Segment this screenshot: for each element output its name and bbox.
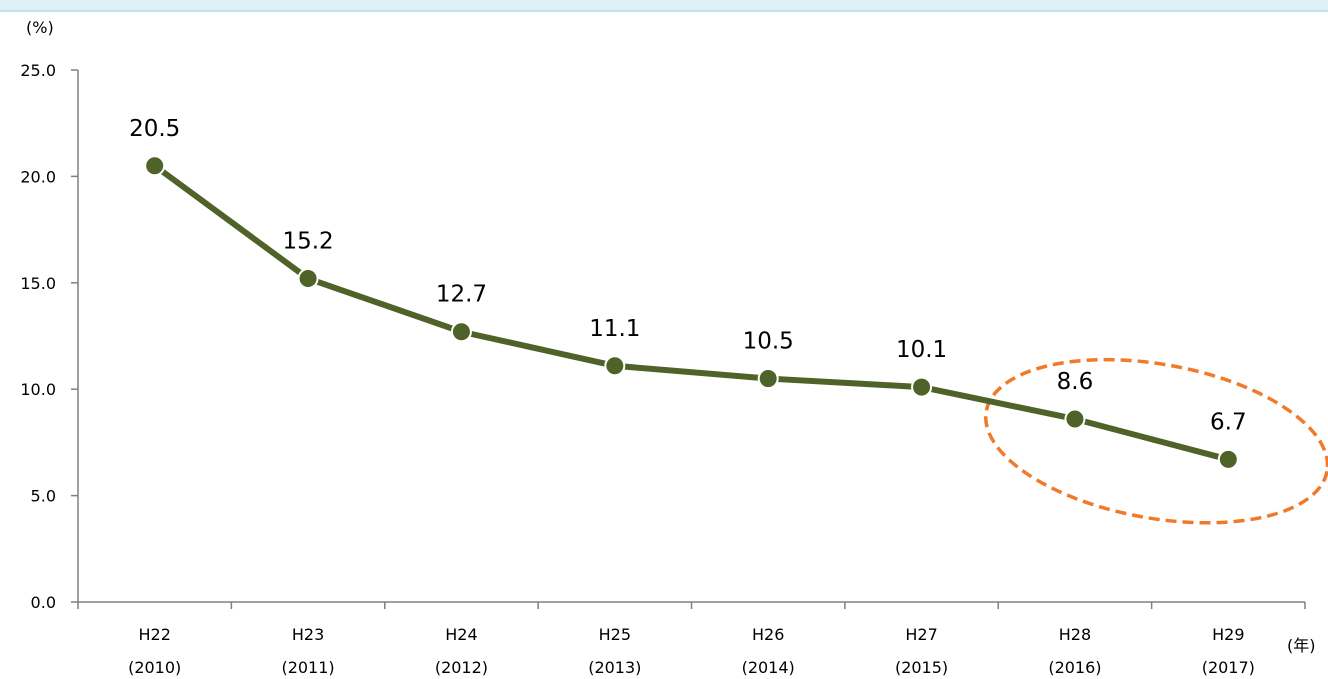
data-point — [450, 321, 472, 343]
data-label: 20.5 — [129, 116, 180, 142]
x-tick-label: H23 — [292, 625, 324, 644]
chart-axes — [77, 70, 1305, 603]
data-label: 10.5 — [743, 329, 794, 355]
x-tick-sublabel: (2016) — [1048, 658, 1101, 677]
y-tick-label: 20.0 — [20, 167, 56, 186]
x-tick-label: H24 — [445, 625, 477, 644]
y-tick-label: 5.0 — [31, 487, 56, 506]
y-axis-ticks: 0.0 5.0 10.0 15.0 20.0 25.0 — [20, 61, 78, 612]
x-tick-label: H27 — [905, 625, 937, 644]
series-group — [144, 155, 1239, 470]
data-point — [1217, 448, 1239, 470]
data-label: 10.1 — [896, 337, 947, 363]
y-axis-unit: (%) — [26, 18, 54, 37]
data-label: 11.1 — [589, 316, 640, 342]
header-banner-edge — [0, 10, 1328, 12]
y-tick-label: 10.0 — [20, 380, 56, 399]
x-axis-unit: (年) — [1287, 636, 1316, 655]
x-tick-sublabel: (2012) — [435, 658, 488, 677]
x-tick-sublabel: (2013) — [588, 658, 641, 677]
y-tick-label: 25.0 — [20, 61, 56, 80]
highlight-group — [983, 357, 1328, 525]
y-tick-label: 15.0 — [20, 274, 56, 293]
data-label: 15.2 — [282, 229, 333, 255]
x-axis-ticks: H22 (2010) H23 (2011) H24 (2012) H25 (2013) H26 (… — [77, 602, 1306, 677]
data-labels: 20.5 15.2 12.7 11.1 10.5 10.1 8.6 6.7 — [129, 116, 1247, 436]
data-label: 12.7 — [436, 282, 487, 308]
data-point — [297, 268, 319, 290]
x-tick-label: H26 — [752, 625, 784, 644]
x-tick-sublabel: (2015) — [895, 658, 948, 677]
x-tick-label: H28 — [1059, 625, 1091, 644]
data-point — [757, 368, 779, 390]
data-label: 8.6 — [1057, 369, 1094, 395]
series-line — [152, 163, 1230, 463]
y-tick-label: 0.0 — [31, 593, 56, 612]
x-tick-label: H22 — [138, 625, 170, 644]
data-point — [144, 155, 166, 177]
data-label: 6.7 — [1210, 409, 1247, 435]
x-tick-sublabel: (2014) — [742, 658, 795, 677]
x-tick-label: H25 — [599, 625, 631, 644]
data-point — [911, 376, 933, 398]
x-tick-sublabel: (2011) — [281, 658, 334, 677]
x-tick-label: H29 — [1212, 625, 1244, 644]
header-banner — [0, 0, 1328, 12]
x-tick-sublabel: (2017) — [1202, 658, 1255, 677]
data-point — [604, 355, 626, 377]
highlight-ellipse — [983, 357, 1328, 525]
data-point — [1064, 408, 1086, 430]
x-tick-sublabel: (2010) — [128, 658, 181, 677]
